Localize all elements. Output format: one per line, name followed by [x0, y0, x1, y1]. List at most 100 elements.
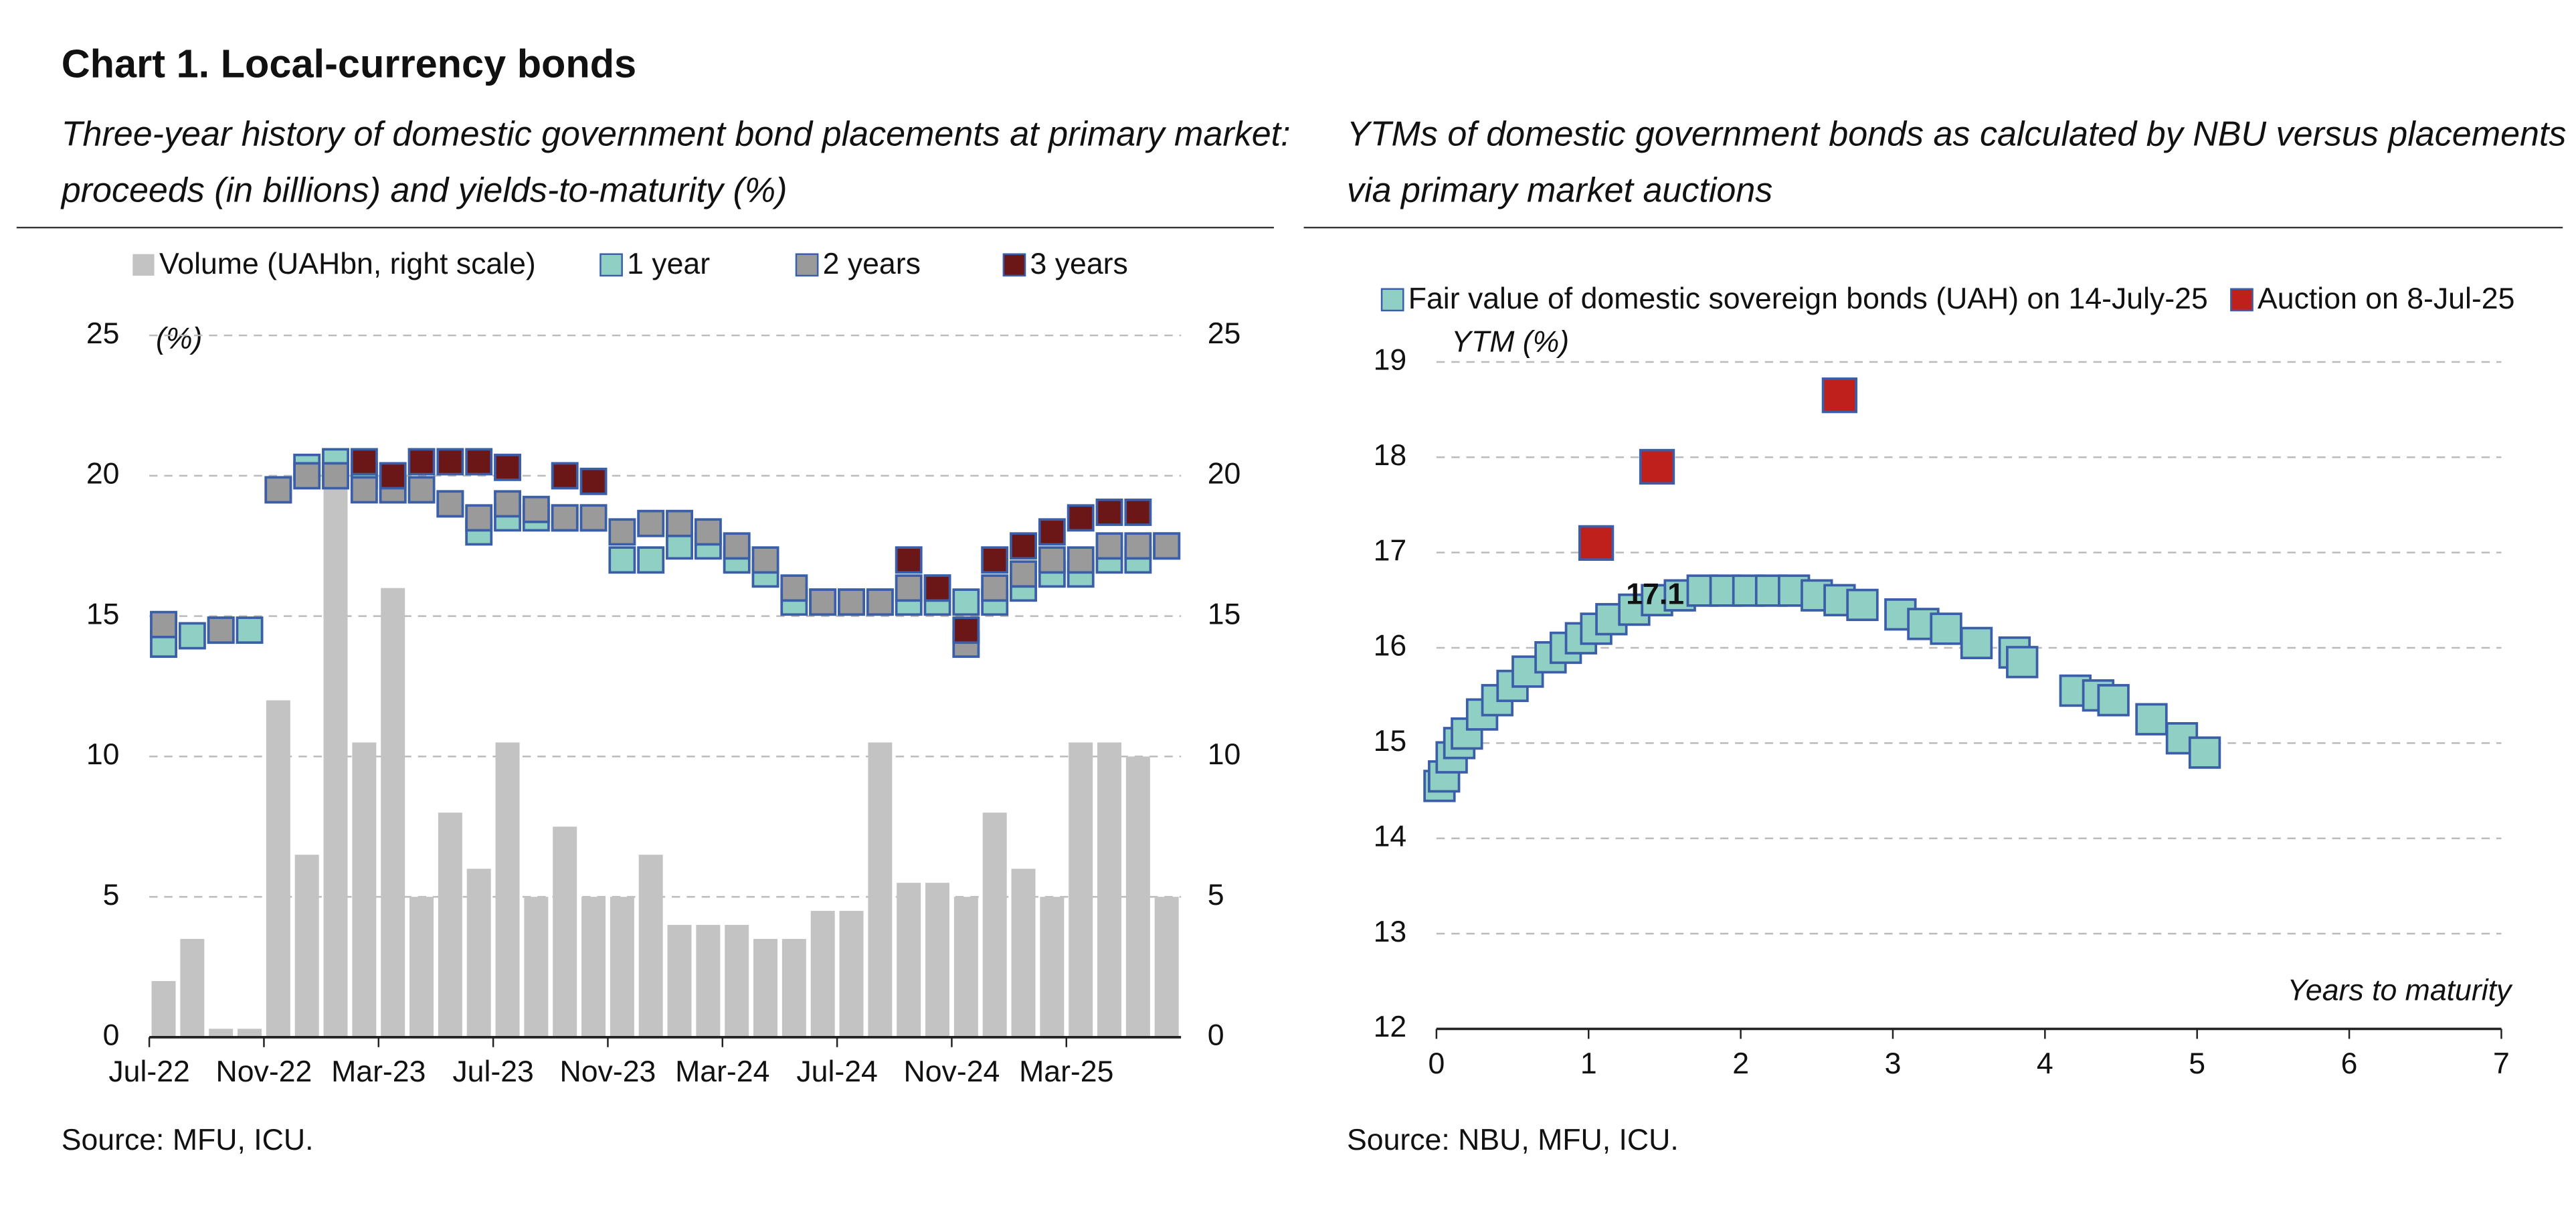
volume-bar	[638, 855, 663, 1037]
volume-bar	[524, 897, 549, 1037]
x-tick-label: Mar-25	[1019, 1055, 1113, 1088]
y-tick-label: 20	[86, 458, 120, 491]
x-tick-label: 6	[2341, 1047, 2358, 1080]
scatter-point	[1428, 760, 1461, 793]
y-tick-label: 13	[1374, 916, 1407, 948]
subtitle: proceeds (in billions) and yields-to-mat…	[60, 171, 788, 210]
yield-marker	[494, 453, 521, 481]
volume-bar	[725, 925, 749, 1037]
volume-bar	[982, 812, 1007, 1037]
volume-bar	[238, 1029, 262, 1037]
y-tick-label: 16	[1374, 630, 1407, 663]
y-tick-label: 15	[86, 598, 120, 630]
legend-label: Volume (UAHbn, right scale)	[159, 248, 536, 280]
yield-marker	[666, 509, 693, 537]
volume-bar	[667, 925, 692, 1037]
volume-bar	[209, 1029, 234, 1037]
legend-label: 1 year	[627, 248, 710, 280]
yield-marker	[350, 448, 378, 476]
scatter-point	[2135, 703, 2168, 735]
yield-marker	[981, 574, 1009, 602]
volume-bar	[553, 826, 577, 1037]
x-tick-label: Nov-22	[216, 1055, 312, 1088]
volume-bar	[1125, 756, 1150, 1037]
source: Source: NBU, MFU, ICU.	[1347, 1124, 1679, 1156]
yield-marker	[637, 509, 665, 537]
data-label: 17.1	[1626, 578, 1684, 610]
volume-bar	[1154, 897, 1179, 1037]
volume-bar	[581, 897, 606, 1037]
scatter-point	[1846, 588, 1879, 622]
x-tick-label: Mar-23	[331, 1055, 426, 1088]
yield-marker	[1038, 546, 1066, 574]
scatter-point	[1821, 377, 1858, 414]
yield-marker	[1038, 518, 1066, 546]
yield-marker	[150, 610, 177, 638]
volume-bar	[753, 939, 778, 1037]
yield-marker	[407, 448, 436, 476]
yield-marker	[952, 616, 980, 644]
subtitle: YTMs of domestic government bonds as cal…	[1347, 114, 2566, 153]
volume-bar	[1040, 897, 1065, 1037]
yield-marker	[379, 462, 407, 490]
y-tick-label: 17	[1374, 534, 1407, 567]
yield-marker	[579, 467, 608, 495]
volume-bar	[495, 742, 520, 1037]
yield-marker	[436, 448, 464, 476]
source: Source: MFU, ICU.	[62, 1124, 314, 1156]
yield-marker	[608, 518, 636, 546]
volume-bar	[266, 700, 290, 1037]
yield-marker	[952, 588, 980, 616]
yield-marker	[751, 546, 779, 574]
volume-bar	[294, 855, 319, 1037]
y2-tick-label: 0	[1208, 1019, 1224, 1052]
y-axis-label: YTM (%)	[1451, 325, 1569, 358]
scatter-point	[2188, 736, 2221, 769]
x-tick-label: Jul-24	[796, 1055, 877, 1088]
volume-bar	[151, 980, 176, 1037]
volume-bar	[1069, 742, 1093, 1037]
y2-tick-label: 20	[1208, 458, 1241, 491]
yield-marker	[666, 532, 693, 560]
volume-bar	[352, 742, 377, 1037]
x-tick-label: 0	[1428, 1047, 1445, 1080]
volume-bar	[781, 939, 806, 1037]
volume-bar	[810, 911, 835, 1037]
y-tick-label: 18	[1374, 439, 1407, 472]
yield-marker	[923, 574, 951, 602]
yield-marker	[207, 616, 235, 644]
yield-marker	[465, 504, 493, 532]
yield-marker	[522, 495, 550, 523]
yield-marker	[579, 504, 608, 532]
volume-bar	[839, 911, 864, 1037]
x-axis-label: Years to maturity	[2288, 974, 2513, 1007]
legend-swatch	[1380, 288, 1404, 312]
volume-bar	[409, 897, 434, 1037]
y-tick-label: 19	[1374, 344, 1407, 377]
yield-marker	[1124, 498, 1152, 526]
volume-bar	[696, 925, 721, 1037]
y-tick-label: 10	[86, 738, 120, 771]
y2-tick-label: 15	[1208, 598, 1241, 630]
x-tick-label: Jul-23	[452, 1055, 533, 1088]
yield-marker	[236, 616, 264, 644]
volume-bar	[1011, 869, 1036, 1037]
volume-bar	[897, 883, 921, 1037]
volume-bar	[868, 742, 893, 1037]
volume-bar	[953, 897, 978, 1037]
yield-marker	[436, 490, 464, 518]
y-tick-label: 25	[86, 317, 120, 350]
yield-marker	[407, 476, 436, 504]
yield-marker	[1010, 560, 1037, 588]
scatter-point	[1960, 626, 1993, 660]
yield-marker	[637, 546, 665, 574]
subtitle: Three-year history of domestic governmen…	[62, 114, 1291, 153]
legend-swatch	[795, 253, 819, 277]
y-tick-label: 5	[103, 879, 120, 911]
volume-bar	[381, 588, 405, 1037]
yield-marker	[1124, 532, 1152, 560]
x-tick-label: 2	[1732, 1047, 1749, 1080]
volume-bar	[180, 939, 205, 1037]
legend-swatch	[132, 254, 155, 276]
page-title: Chart 1. Local-currency bonds	[62, 41, 636, 86]
